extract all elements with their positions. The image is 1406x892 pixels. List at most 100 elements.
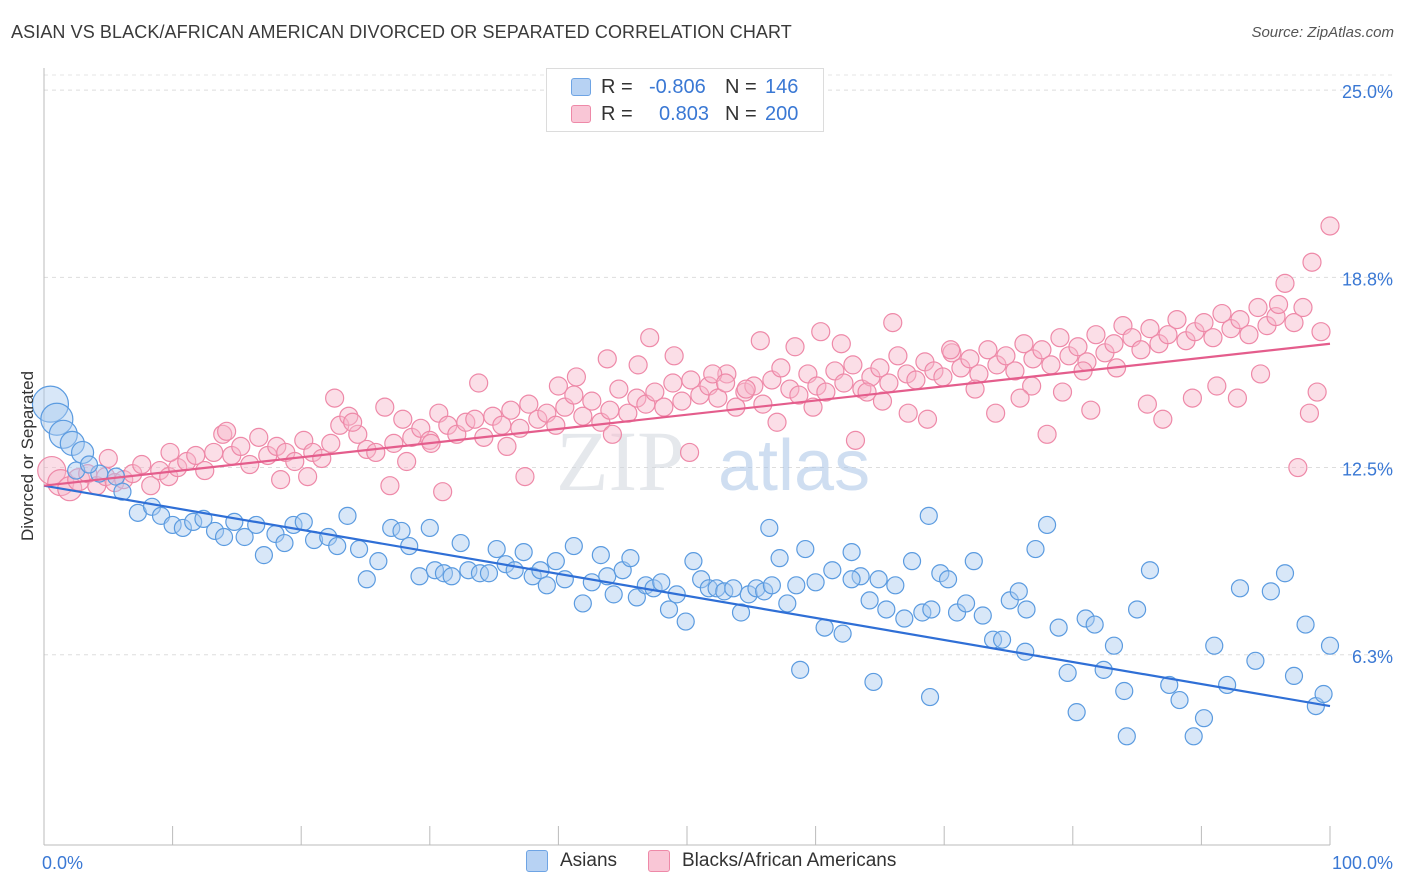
- blacks-point: [803, 397, 823, 417]
- blacks-point: [965, 379, 985, 399]
- blacks-point: [628, 355, 648, 375]
- asians-point: [369, 552, 388, 571]
- blacks-point: [831, 334, 851, 354]
- blacks-point: [204, 442, 224, 463]
- blacks-point: [870, 358, 890, 378]
- y-axis-label: Divorced or Separated: [18, 370, 37, 542]
- asians-point: [235, 527, 254, 547]
- blacks-point: [600, 400, 620, 420]
- blacks-point: [249, 427, 269, 447]
- blacks-point: [879, 373, 899, 393]
- chart-title: ASIAN VS BLACK/AFRICAN AMERICAN DIVORCED…: [11, 22, 792, 42]
- asians-point: [770, 549, 789, 568]
- blacks-point: [1239, 325, 1259, 345]
- blacks-point: [753, 394, 773, 414]
- blacks-point: [843, 355, 863, 375]
- blacks-point: [1104, 334, 1124, 354]
- blacks-point: [1140, 319, 1160, 339]
- asians-point: [762, 576, 781, 595]
- blacks-point: [465, 409, 485, 429]
- asians-point: [1049, 618, 1068, 637]
- asians-point: [833, 624, 852, 643]
- asians-point: [1246, 651, 1265, 670]
- asians-point: [823, 561, 842, 580]
- asians-point: [1127, 600, 1147, 619]
- blacks-point: [1037, 424, 1057, 444]
- blacks-point: [548, 376, 569, 396]
- asians-point: [1218, 675, 1237, 695]
- asians-point: [938, 570, 958, 589]
- asians-point: [796, 539, 815, 559]
- asians-point: [1076, 609, 1095, 628]
- asians-point: [400, 536, 419, 556]
- blacks-point: [217, 421, 237, 441]
- blacks-point: [1230, 309, 1250, 330]
- blacks-point: [1182, 388, 1202, 408]
- asians-point: [659, 600, 679, 619]
- asians-point: [902, 552, 922, 571]
- asians-point: [546, 552, 565, 571]
- asians-point: [459, 561, 478, 580]
- blacks-point: [397, 451, 417, 472]
- blacks-point: [325, 388, 345, 408]
- blacks-point: [597, 349, 617, 369]
- asians-point: [922, 600, 941, 619]
- blacks-point: [1032, 340, 1052, 360]
- asians-point: [328, 536, 347, 556]
- asians-point: [591, 546, 610, 565]
- asians-point: [1104, 636, 1124, 655]
- watermark-atlas: atlas: [718, 426, 870, 506]
- blacks-point: [1302, 252, 1322, 272]
- asians-point: [964, 552, 983, 571]
- blacks-point: [681, 370, 701, 390]
- bottom-legend-asians-label: Asians: [560, 850, 618, 871]
- blacks-point: [996, 346, 1016, 366]
- asians-point: [338, 506, 357, 525]
- asians-point: [184, 512, 203, 532]
- asians-point: [973, 606, 992, 625]
- blacks-point: [883, 313, 903, 333]
- asians-point: [877, 600, 896, 619]
- asians-point: [684, 552, 703, 571]
- blacks-point: [736, 379, 756, 399]
- blacks-point: [906, 370, 926, 390]
- blacks-point: [1248, 297, 1268, 318]
- blacks-point: [393, 409, 413, 429]
- asians-point: [487, 539, 506, 559]
- asians-point: [163, 515, 182, 535]
- blacks-point: [1052, 382, 1073, 402]
- asians-point: [349, 539, 369, 559]
- blacks-point: [664, 346, 684, 366]
- y-tick-label: 6.3%: [1352, 647, 1393, 667]
- asians-point: [1275, 564, 1295, 583]
- blacks-point: [1137, 394, 1157, 414]
- asians-point: [1314, 684, 1333, 704]
- asians-point: [621, 549, 640, 568]
- asians-trend-line: [43, 484, 1331, 708]
- asians-point: [1017, 600, 1036, 619]
- legend-n-value-blacks: 200: [765, 102, 799, 125]
- asians-point: [791, 660, 810, 679]
- blacks-point: [898, 403, 918, 423]
- blacks-point: [343, 412, 363, 432]
- blacks-point: [672, 391, 692, 411]
- blacks-point: [744, 376, 764, 396]
- blacks-point: [1288, 457, 1308, 478]
- asians-point: [699, 579, 718, 598]
- asians-point: [70, 440, 95, 465]
- x-tick-label: 0.0%: [42, 853, 83, 873]
- blacks-point: [960, 349, 980, 369]
- blacks-point: [1227, 388, 1248, 408]
- asians-point: [724, 579, 743, 598]
- asians-point: [537, 576, 556, 595]
- blacks-point: [663, 373, 683, 393]
- asians-point: [919, 506, 938, 525]
- blacks-point: [98, 448, 118, 469]
- blacks-point: [271, 470, 291, 490]
- blacks-point: [321, 433, 341, 453]
- blacks-point: [1086, 325, 1106, 345]
- blacks-point: [986, 403, 1006, 423]
- legend-r-value-asians: -0.806: [649, 75, 706, 98]
- asians-point: [1094, 660, 1113, 679]
- asians-point: [1230, 579, 1250, 598]
